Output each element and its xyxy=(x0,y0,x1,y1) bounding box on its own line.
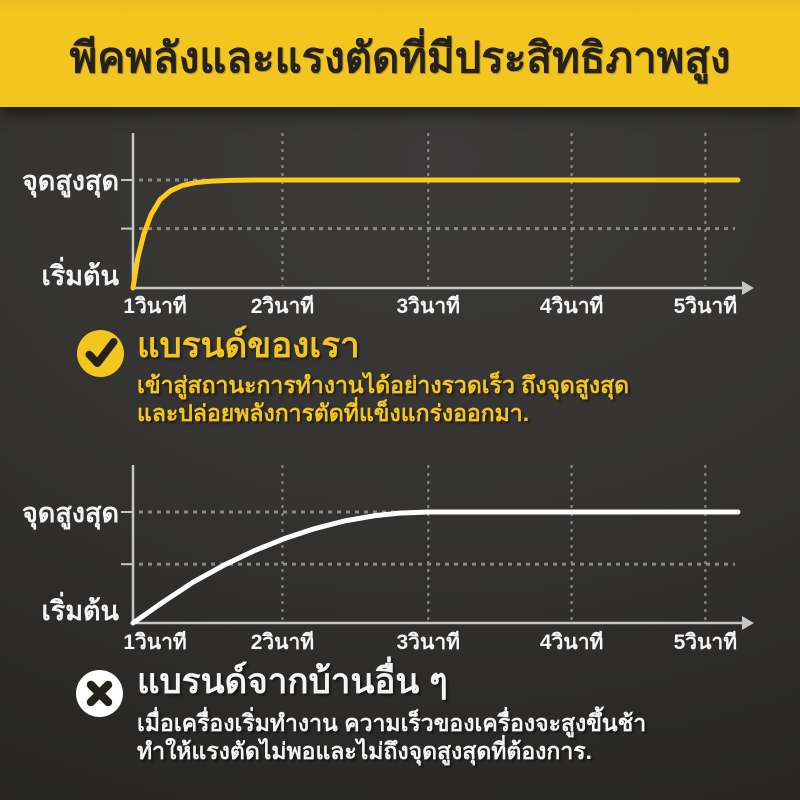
x-tick-label: 5วินาที xyxy=(674,294,737,318)
our-brand-performance-chart: 1วินาที 2วินาที 3วินาที 4วินาที 5วินาที จุดสู… xyxy=(22,133,754,318)
x-tick-label: 4วินาที xyxy=(540,294,603,318)
description-line: เมื่อเครื่องเริ่มทำงาน ความเร็วของเครื่อ… xyxy=(137,710,647,736)
x-tick-label: 1วินาที xyxy=(123,630,186,654)
x-tick-label: 1วินาที xyxy=(123,294,186,318)
y-tick-label: จุดสูงสุด xyxy=(22,498,119,530)
x-tick-label: 3วินาที xyxy=(397,630,460,654)
cross-icon xyxy=(75,669,124,718)
performance-curve xyxy=(130,177,741,291)
y-tick-label: จุดสูงสุด xyxy=(22,166,119,198)
performance-curve xyxy=(130,509,741,626)
x-tick-label: 2วินาที xyxy=(251,294,314,318)
x-tick-label: 4วินาที xyxy=(540,630,603,654)
x-tick-label: 5วินาที xyxy=(674,630,737,654)
x-tick-label: 3วินาที xyxy=(397,294,460,318)
x-axis-arrow xyxy=(742,281,754,295)
section-title-our-brand: แบรนด์ของเรา xyxy=(137,326,360,365)
section-description-other-brands: เมื่อเครื่องเริ่มทำงาน ความเร็วของเครื่อ… xyxy=(137,710,646,765)
section-title-other-brands: แบรนด์จากบ้านอื่น ๆ xyxy=(137,662,448,701)
description-line: เข้าสู่สถานะการทำงานได้อย่างรวดเร็ว ถึงจ… xyxy=(137,372,630,398)
description-line: ทำให้แรงตัดไม่พอและไม่ถึงจุดสูงสุดที่ต้อ… xyxy=(137,737,592,764)
x-tick-label: 2วินาที xyxy=(251,630,314,654)
competitor-performance-chart: 1วินาที 2วินาที 3วินาที 4วินาที 5วินาที จุดสู… xyxy=(22,465,754,654)
x-axis-arrow xyxy=(742,616,754,630)
y-tick-label: เริ่มต้น xyxy=(41,591,119,626)
y-tick-label: เริ่มต้น xyxy=(41,256,119,291)
page-title: พีคพลังและแรงตัดที่มีประสิทธิภาพสูง xyxy=(69,33,731,81)
description-line: และปล่อยพลังการตัดที่แข็งแกร่งออกมา. xyxy=(137,399,530,426)
header-banner: พีคพลังและแรงตัดที่มีประสิทธิภาพสูง xyxy=(0,0,800,107)
check-icon xyxy=(76,329,125,378)
section-description-our-brand: เข้าสู่สถานะการทำงานได้อย่างรวดเร็ว ถึงจ… xyxy=(137,372,629,427)
